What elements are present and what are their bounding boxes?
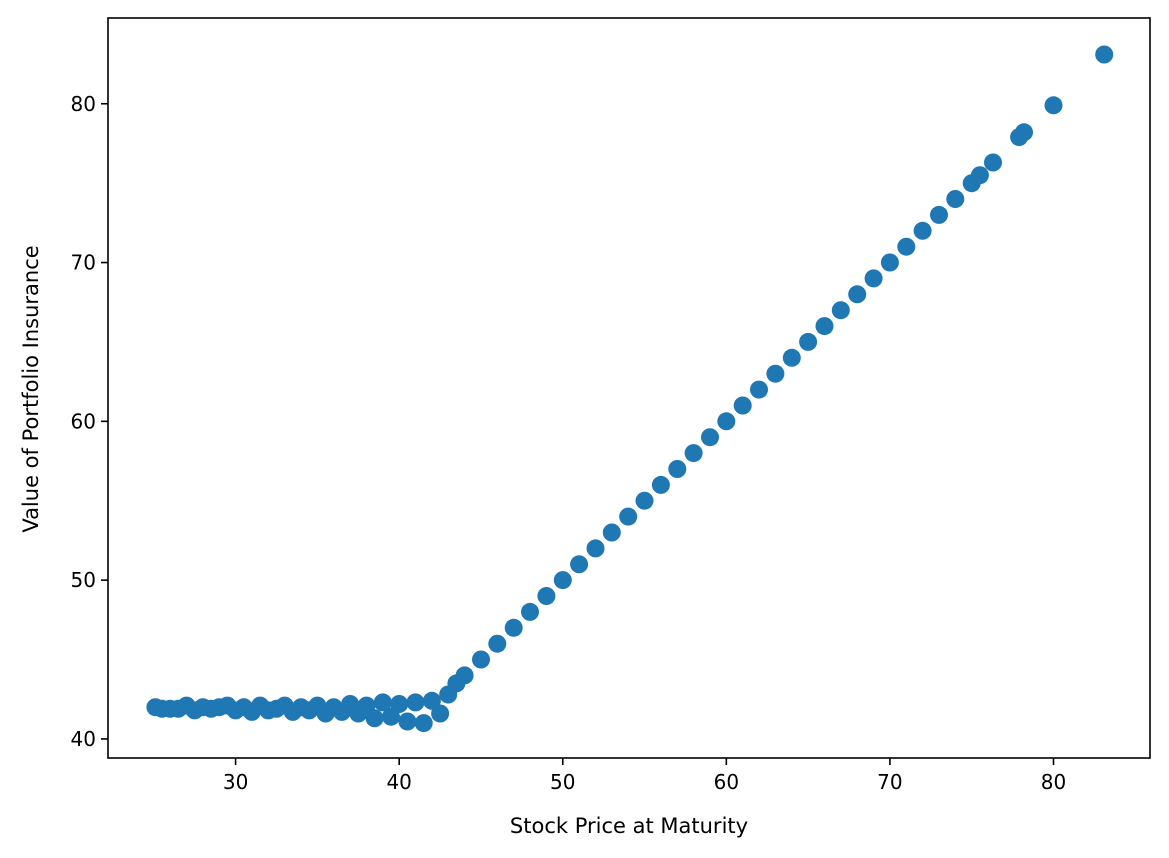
y-tick-label: 70 [71,251,96,275]
scatter-point [701,428,719,447]
scatter-point [390,695,409,713]
x-tick-label: 60 [714,770,739,794]
x-tick-label: 70 [877,770,902,794]
scatter-point [365,709,384,728]
scatter-point [651,475,670,494]
x-tick-label: 30 [223,770,248,794]
scatter-point [373,693,392,712]
scatter-point [750,380,768,399]
y-tick-label: 60 [71,409,96,433]
scatter-point [553,571,572,590]
x-axis-ticks: 30 40 50 60 70 80 [223,758,1066,794]
scatter-point [946,190,965,208]
scatter-point [1044,96,1063,115]
x-tick-label: 40 [386,770,411,794]
scatter-point [619,507,638,526]
x-tick-label: 80 [1041,770,1066,794]
scatter-point [602,523,621,542]
scatter-point [504,618,523,637]
y-axis-label: Value of Portfolio Insurance [19,245,43,532]
scatter-point [586,539,605,558]
scatter-point [799,332,818,351]
scatter-point [930,205,948,224]
scatter-point [733,396,752,415]
scatter-point [414,714,433,733]
scatter-point [970,166,989,185]
scatter-point [782,348,801,367]
scatter-point [537,587,556,605]
scatter-point [717,412,736,431]
scatter-point [831,301,850,320]
plot-frame [107,17,1151,759]
scatter-points [146,45,1114,733]
scatter-point [1095,45,1114,64]
scatter-point [668,460,687,478]
scatter-point [488,634,507,653]
scatter-point [864,269,883,288]
scatter-point [521,602,539,621]
scatter-point [406,693,425,712]
x-tick-label: 50 [550,770,575,794]
y-tick-label: 50 [71,568,96,592]
scatter-point [684,444,703,463]
scatter-point [913,221,932,240]
scatter-point [984,153,1002,172]
scatter-point [815,317,834,336]
scatter-point [472,650,490,669]
y-axis-ticks: 40 50 60 70 80 [71,92,108,751]
scatter-point [848,285,867,304]
y-tick-label: 40 [71,727,96,751]
scatter-point [635,491,654,510]
scatter-point [570,555,589,574]
scatter-point [766,364,785,383]
scatter-point [455,666,474,685]
y-tick-label: 80 [71,92,96,116]
scatter-point [1015,123,1033,142]
scatter-point [897,237,916,256]
scatter-point [880,253,899,272]
x-axis-label: Stock Price at Maturity [510,814,748,838]
scatter-point [398,712,417,731]
scatter-point [431,704,450,723]
